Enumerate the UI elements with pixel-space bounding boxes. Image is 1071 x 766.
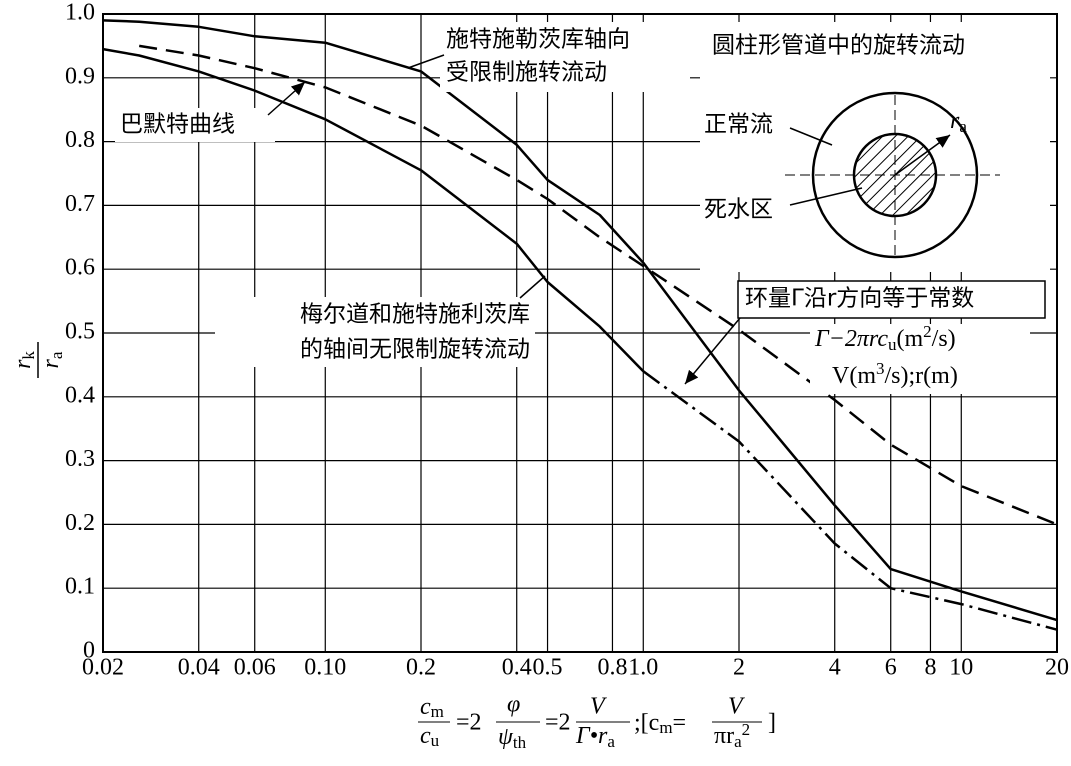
- annotation: 环量Γ沿r方向等于常数: [745, 286, 974, 312]
- y-label-part: rk: [10, 351, 38, 369]
- y-tick-label: 0.1: [65, 574, 95, 600]
- annotation: V(m3/s);r(m): [832, 359, 958, 389]
- y-label-part: ra: [38, 351, 66, 368]
- annotation: Γ−2πrcu(m2/s): [814, 322, 956, 354]
- series-line: [102, 47, 645, 373]
- x-tick-label: 0.06: [234, 655, 276, 681]
- x-label-part: V: [728, 694, 745, 720]
- x-tick-label: 0.2: [406, 655, 436, 681]
- x-tick-label: 0.04: [178, 655, 220, 681]
- annotation: 梅尔道和施特施利茨库: [300, 302, 530, 328]
- label-bg: [440, 22, 690, 92]
- leader: [519, 275, 546, 299]
- x-label-part: V: [590, 694, 607, 720]
- x-tick-label: 1.0: [628, 655, 658, 681]
- series-line: [139, 44, 1058, 526]
- y-tick-label: 0.9: [65, 63, 95, 89]
- radius-arrow: [894, 134, 951, 176]
- y-tick-label: 0.7: [65, 191, 95, 217]
- label-bg: [215, 297, 535, 367]
- x-tick-label: 10: [949, 655, 973, 681]
- inset-label: 死水区: [704, 197, 773, 223]
- label-bg: [115, 108, 275, 142]
- y-tick-label: 0.4: [65, 382, 95, 408]
- x-tick-label: 6: [885, 655, 897, 681]
- x-label-part: ψth: [498, 724, 527, 752]
- x-tick-label: 0.02: [82, 655, 124, 681]
- leader: [407, 54, 445, 69]
- x-label-part: πra2: [714, 720, 750, 751]
- x-label-part: cm: [420, 694, 444, 721]
- y-tick-label: 1.0: [65, 0, 95, 26]
- leader: [789, 127, 833, 146]
- y-axis-label: rk ra: [10, 342, 66, 378]
- inset-title: 圆柱形管道中的旋转流动: [712, 33, 965, 59]
- y-tick-label: 0.6: [65, 255, 95, 281]
- x-label-part: Γ•ra: [575, 723, 615, 751]
- x-axis-label: cm cu =2 φ ψth =2 V Γ•ra ;[cm= V πra2 ]: [418, 692, 776, 752]
- x-tick-label: 0.5: [533, 655, 563, 681]
- x-tick-label: 2: [733, 655, 745, 681]
- annotation: 的轴间无限制旋转流动: [300, 337, 530, 363]
- annotation: 施特施勒茨库轴向: [446, 27, 630, 53]
- leader: [789, 187, 863, 206]
- x-label-part: =2: [456, 710, 482, 736]
- leader: [267, 81, 306, 116]
- y-tick-label: 0.8: [65, 127, 95, 153]
- x-tick-label: 0.8: [597, 655, 627, 681]
- x-label-part: ;[cm=: [634, 710, 686, 737]
- x-label-part: =2: [545, 710, 571, 736]
- annotation: 受限制施转流动: [446, 60, 607, 86]
- series-line: [642, 370, 1058, 631]
- inset-label: 正常流: [704, 112, 773, 138]
- x-label-part: cu: [420, 723, 440, 750]
- y-tick-label: 0.5: [65, 319, 95, 345]
- y-tick-label: 0: [83, 638, 95, 664]
- x-tick-label: 0.10: [304, 655, 346, 681]
- x-tick-label: 4: [829, 655, 841, 681]
- y-tick-label: 0.2: [65, 510, 95, 536]
- radius-label: ra: [950, 108, 967, 136]
- y-tick-label: 0.3: [65, 446, 95, 472]
- leader: [684, 317, 741, 385]
- x-tick-label: 8: [924, 655, 936, 681]
- annotation-box: [737, 280, 1046, 319]
- x-tick-label: 0.4: [502, 655, 532, 681]
- x-label-part: ]: [768, 710, 776, 736]
- x-label-part: φ: [507, 692, 520, 718]
- annotation: 巴默特曲线: [120, 112, 235, 138]
- plot-frame: [102, 13, 1058, 653]
- x-tick-label: 20: [1045, 655, 1069, 681]
- lines: [102, 19, 1058, 631]
- label-bg: [810, 324, 1030, 394]
- series-line: [102, 19, 1058, 622]
